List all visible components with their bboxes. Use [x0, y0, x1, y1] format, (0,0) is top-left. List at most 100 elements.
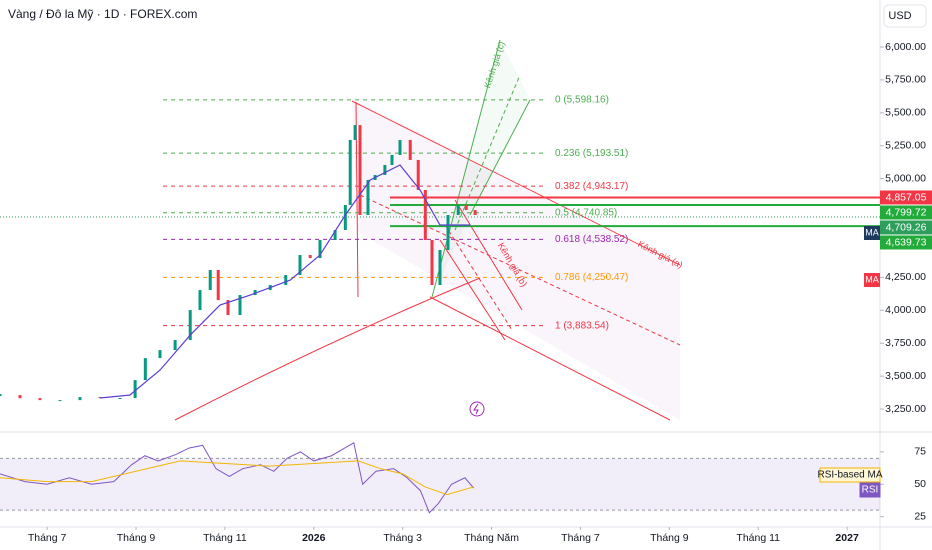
currency-button[interactable]	[883, 4, 927, 28]
price-badge	[880, 205, 932, 220]
y-tick-label: 5,000.00	[885, 172, 926, 184]
x-tick-label: Tháng 7	[561, 532, 600, 544]
y-tick-label: 5,750.00	[885, 74, 926, 86]
y-tick-label: 25	[914, 510, 926, 522]
y-tick-label: 5,500.00	[885, 107, 926, 119]
price-badge	[880, 190, 932, 205]
price-badge	[880, 235, 932, 250]
rsi-line	[0, 460, 474, 496]
fib-label: 1 (3,883.54)	[555, 320, 609, 331]
channel-line	[439, 239, 506, 341]
candle	[38, 398, 42, 401]
y-tick-label: 3,500.00	[885, 370, 926, 382]
rsi-line	[0, 441, 475, 514]
channel-line	[429, 296, 671, 421]
ma-badge-label: MA	[865, 227, 879, 237]
legend-label: RSI	[862, 485, 879, 496]
candle	[366, 179, 370, 215]
candle	[78, 397, 82, 401]
y-tick-label: 3,750.00	[885, 337, 926, 349]
x-tick-label: Tháng Năm	[464, 532, 519, 544]
ma-badge	[864, 226, 880, 240]
price-badge-label: 4,639.73	[886, 236, 927, 248]
candle	[0, 394, 2, 397]
chart-title: Vàng / Đô la Mỹ · 1D · FOREX.com	[8, 7, 197, 21]
fib-label: 0.618 (4,538.52)	[555, 234, 628, 245]
x-tick-label: 2027	[835, 532, 859, 544]
candle	[343, 204, 347, 231]
candle	[18, 395, 22, 399]
currency: USD	[888, 10, 911, 22]
y-tick-label: 3,250.00	[885, 403, 926, 415]
candle	[208, 270, 212, 291]
y-tick-label: 75	[914, 446, 926, 458]
candle	[198, 290, 202, 311]
y-tick-label: 50	[914, 478, 926, 490]
price-badge-label: 4,857.05	[886, 191, 927, 203]
candle	[456, 204, 460, 215]
x-tick-label: Tháng 11	[203, 532, 247, 544]
candle	[333, 230, 337, 241]
channel-line	[469, 99, 531, 216]
candle	[253, 290, 257, 296]
candle	[298, 255, 302, 276]
candle	[358, 125, 362, 215]
y-tick-label: 4,000.00	[885, 304, 926, 316]
candle	[430, 240, 434, 286]
x-tick-label: Tháng 9	[650, 532, 689, 544]
channel-line	[351, 100, 681, 266]
candle	[216, 270, 220, 301]
candle	[158, 350, 162, 359]
candle	[383, 164, 387, 175]
fib-label: 0.382 (4,943.17)	[555, 181, 628, 192]
candle	[408, 139, 412, 160]
candle	[423, 189, 427, 241]
candle	[353, 125, 357, 140]
legend-badge	[819, 467, 881, 483]
ma-badge-label: MA	[865, 274, 879, 284]
channel-a-fill	[352, 101, 680, 420]
plot-layer: 6,000.00 5,750.00 5,500.00 5,250.00 5,000.00…	[0, 41, 932, 544]
candle	[58, 400, 62, 402]
channel-line	[454, 199, 523, 311]
candle	[238, 295, 242, 316]
y-tick-label: 5,250.00	[885, 140, 926, 152]
candle	[464, 204, 468, 210]
candle	[143, 358, 147, 381]
candle	[416, 159, 420, 190]
fib-label: 0.786 (4,250.47)	[555, 272, 628, 283]
price-badge-label: 4,709.26	[886, 221, 927, 233]
event-icon[interactable]	[469, 401, 485, 417]
rsi-band	[0, 458, 880, 511]
x-tick-label: Tháng 7	[28, 532, 67, 544]
ma-line	[99, 164, 471, 399]
y-tick-label: 6,000.00	[885, 41, 926, 53]
price-badge	[880, 220, 932, 235]
x-tick-label: Tháng 9	[117, 532, 156, 544]
ma-badge	[864, 273, 880, 287]
channel-line	[431, 39, 501, 298]
candle	[446, 215, 450, 251]
event-icon-bolt	[473, 403, 479, 415]
legend-badge	[859, 482, 881, 498]
candle	[133, 380, 137, 399]
candle	[284, 275, 288, 286]
candle	[173, 340, 177, 351]
candle	[398, 139, 402, 155]
candle	[188, 310, 192, 341]
legend-label: RSI-based MA	[817, 470, 882, 481]
candle	[438, 250, 442, 286]
candle	[318, 240, 322, 259]
candle	[390, 154, 394, 165]
fib-label: 0.236 (5,193.51)	[555, 148, 628, 159]
candle	[308, 255, 312, 259]
fib-label: 0.5 (4,740.85)	[555, 207, 617, 218]
channel-line	[359, 194, 681, 346]
fib-label: 0 (5,598.16)	[555, 95, 609, 106]
y-tick-label: 4,250.00	[885, 271, 926, 283]
candle	[348, 139, 352, 205]
x-tick-label: Tháng 3	[383, 532, 422, 544]
long-ma-curve	[174, 277, 481, 421]
candle	[473, 209, 477, 215]
